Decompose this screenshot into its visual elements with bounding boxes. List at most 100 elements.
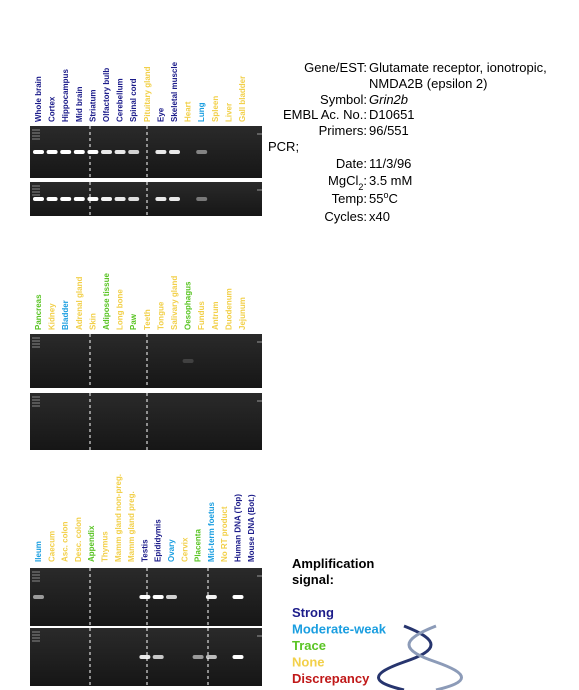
- info-text: D10651: [369, 107, 415, 122]
- band: [166, 595, 177, 599]
- info-text: C: [388, 191, 397, 206]
- info-text: x40: [369, 209, 390, 224]
- band: [139, 595, 151, 599]
- helix-strand: [407, 624, 463, 690]
- info-key: EMBL Ac. No.:: [283, 107, 367, 122]
- info-text: Grin2b: [369, 92, 408, 107]
- band: [60, 150, 72, 154]
- lane-label: Caecum: [47, 531, 56, 562]
- info-text: Gene/EST:: [304, 60, 367, 75]
- lane-label: Ileum: [34, 541, 43, 562]
- band: [152, 595, 164, 599]
- dna-icon: [377, 624, 463, 690]
- info-text: 3.5 mM: [369, 173, 412, 188]
- band: [205, 655, 217, 659]
- info-text: Temp:: [332, 191, 367, 206]
- band: [87, 197, 99, 201]
- legend-title: Amplification: [292, 556, 374, 571]
- legend-item: Trace: [292, 638, 326, 653]
- lane-label: Olfactory bulb: [102, 68, 111, 122]
- lane-label: Mid brain: [75, 86, 84, 122]
- info-text: 11/3/96: [369, 156, 411, 171]
- band: [139, 655, 151, 659]
- lane-label: Human DNA (Top): [234, 494, 243, 562]
- lane-label: Spinal cord: [129, 78, 138, 122]
- info-text: Primers:: [319, 123, 367, 138]
- lane-label: Placenta: [194, 529, 203, 562]
- band: [33, 595, 44, 599]
- info-value: NMDA2B (epsilon 2): [369, 76, 488, 91]
- legend-item: None: [292, 655, 325, 670]
- lane-label: Oesophagus: [184, 281, 193, 330]
- band: [232, 655, 244, 659]
- legend-item: Moderate-weak: [292, 622, 387, 637]
- band: [114, 197, 126, 201]
- lane-label: Whole brain: [34, 76, 43, 122]
- band: [33, 150, 44, 154]
- info-key: Date:: [336, 156, 367, 171]
- lane-label: Fundus: [197, 301, 206, 330]
- pcr-heading: PCR;: [268, 139, 299, 154]
- band: [101, 150, 112, 154]
- lane-label: Pituitary gland: [143, 66, 152, 122]
- info-text: EMBL Ac. No.:: [283, 107, 367, 122]
- band: [155, 197, 167, 201]
- lane-label: No RT product: [220, 506, 229, 562]
- lane-label: Heart: [184, 101, 193, 122]
- lane-label: Skin: [88, 313, 97, 330]
- band: [60, 197, 72, 201]
- lane-label: Mamm gland non-preg.: [114, 474, 123, 562]
- lane-label: Hippocampus: [61, 69, 70, 122]
- band: [169, 150, 180, 154]
- lane-label: Teeth: [143, 309, 152, 330]
- band: [128, 150, 140, 154]
- lane-label: Bladder: [61, 300, 70, 330]
- lane-label: Antrum: [211, 302, 220, 330]
- band: [155, 150, 167, 154]
- info-value: 11/3/96: [369, 156, 411, 171]
- lane-label: Thymus: [101, 531, 110, 562]
- info-text: Symbol:: [320, 92, 367, 107]
- lane-label: Spleen: [211, 96, 220, 122]
- band: [152, 655, 164, 659]
- gel-image: [30, 393, 262, 450]
- lane-label: Mouse DNA (Bot.): [247, 494, 256, 562]
- info-text: o: [383, 190, 388, 200]
- info-text: Cycles:: [324, 209, 367, 224]
- band: [232, 595, 244, 599]
- info-key: Temp:: [332, 191, 367, 206]
- info-key: Symbol:: [320, 92, 367, 107]
- info-text: 55: [369, 191, 383, 206]
- lane-label: Asc. colon: [61, 521, 70, 562]
- info-text: NMDA2B (epsilon 2): [369, 76, 488, 91]
- band: [196, 150, 208, 154]
- lane-label: Striatum: [88, 90, 97, 122]
- info-key: Cycles:: [324, 209, 367, 224]
- lane-label: Gall bladder: [238, 76, 247, 122]
- info-text: 96/551: [369, 123, 409, 138]
- lane-label: Long bone: [116, 289, 125, 330]
- lane-label: Testis: [140, 539, 149, 562]
- band: [33, 197, 44, 201]
- lane-label: Eye: [156, 107, 165, 122]
- band: [192, 655, 204, 659]
- band: [169, 197, 180, 201]
- gel-image: [30, 334, 262, 388]
- lane-label: Appendix: [87, 525, 96, 562]
- band: [87, 150, 99, 154]
- lane-label: Salivary gland: [170, 276, 179, 330]
- lane-label: Skeletal muscle: [170, 61, 179, 122]
- info-key: MgCl2:: [328, 173, 367, 192]
- legend-title: signal:: [292, 572, 334, 587]
- lane-label: Paw: [129, 313, 138, 330]
- lane-label: Adipose tissue: [102, 273, 111, 330]
- info-value: 3.5 mM: [369, 173, 412, 188]
- lane-label: Lung: [197, 102, 206, 122]
- info-value: 55oC: [369, 190, 398, 206]
- lane-label: Kidney: [48, 303, 57, 330]
- info-value: x40: [369, 209, 390, 224]
- info-key: Gene/EST:: [304, 60, 367, 75]
- info-value: Glutamate receptor, ionotropic,: [369, 60, 547, 75]
